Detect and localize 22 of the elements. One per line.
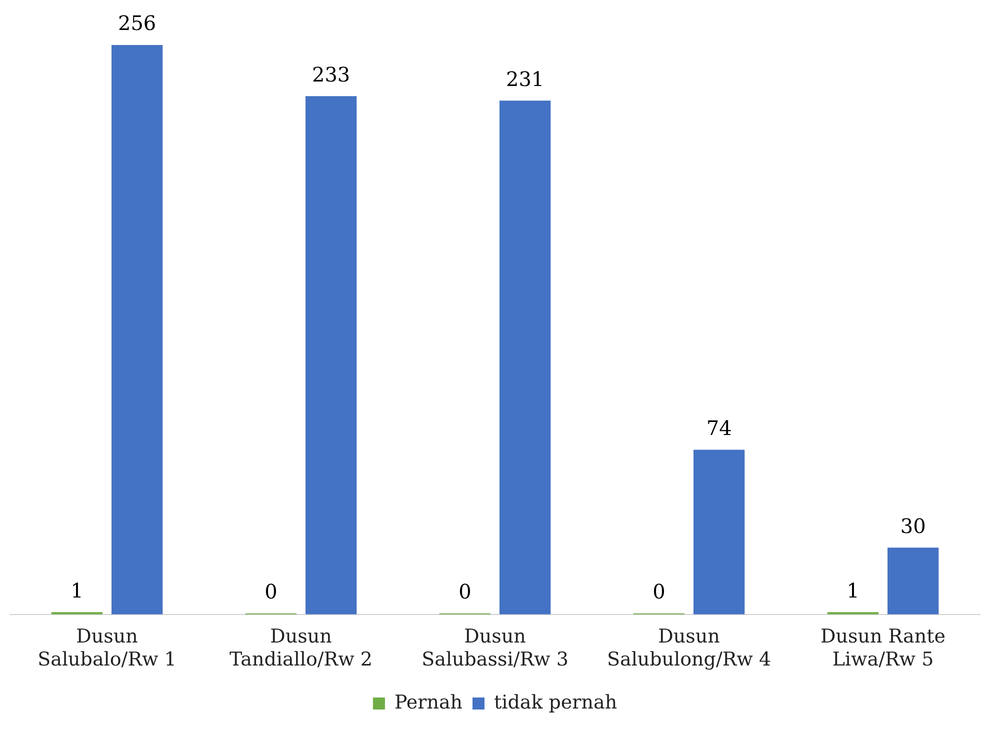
- bar: [306, 96, 357, 614]
- data-label: 1: [846, 578, 860, 602]
- data-label: 30: [900, 514, 926, 538]
- data-label: 256: [118, 11, 156, 36]
- x-tick-label: Dusun Rante Liwa/Rw 5: [820, 626, 946, 671]
- x-tick-label: Dusun Salubulong/Rw 4: [606, 626, 772, 671]
- data-label: 0: [652, 580, 666, 604]
- data-label: 1: [70, 578, 84, 602]
- data-label: 74: [706, 416, 732, 440]
- x-tick-label: Dusun Tandiallo/Rw 2: [229, 626, 373, 671]
- data-label: 233: [312, 62, 350, 86]
- bar: [500, 100, 551, 614]
- bar: [694, 450, 745, 614]
- bar: [888, 548, 939, 614]
- legend-label: Pernah: [394, 691, 463, 714]
- data-label: 0: [458, 580, 472, 604]
- x-tick-label: Dusun Salubassi/Rw 3: [422, 626, 568, 671]
- x-tick-label: Dusun Salubalo/Rw 1: [38, 626, 176, 671]
- bar: [112, 45, 163, 614]
- data-label: 0: [264, 580, 278, 604]
- data-label: 231: [506, 66, 544, 91]
- legend-label: tidak pernah: [494, 691, 618, 714]
